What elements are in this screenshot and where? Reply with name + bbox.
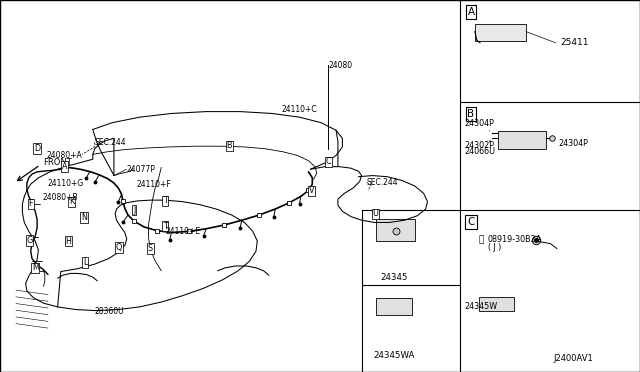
Text: 24304P: 24304P: [464, 119, 494, 128]
Bar: [498, 131, 546, 149]
Text: Q: Q: [116, 243, 122, 252]
Text: 24080+A: 24080+A: [46, 151, 82, 160]
Text: C: C: [326, 157, 331, 166]
Text: ( J ): ( J ): [488, 243, 502, 252]
Text: 24304P: 24304P: [558, 139, 588, 148]
Text: 28360U: 28360U: [95, 307, 124, 316]
Text: G: G: [26, 236, 33, 245]
Text: F: F: [28, 199, 33, 208]
Text: 25411: 25411: [560, 38, 589, 47]
Text: 08919-30B2A: 08919-30B2A: [488, 235, 542, 244]
Text: J: J: [133, 206, 136, 215]
Bar: [479, 297, 514, 311]
Text: SEC.244: SEC.244: [367, 178, 398, 187]
Text: D: D: [34, 144, 40, 153]
Text: 24345W: 24345W: [464, 302, 497, 311]
Text: 24080: 24080: [328, 61, 353, 70]
Text: T: T: [163, 196, 168, 205]
Text: T: T: [163, 222, 168, 231]
Bar: [376, 219, 415, 241]
Text: J2400AV1: J2400AV1: [554, 355, 593, 363]
Text: 24080+B: 24080+B: [42, 193, 78, 202]
Bar: [376, 298, 412, 315]
Text: M: M: [32, 263, 38, 272]
Text: 24110+E: 24110+E: [165, 227, 200, 236]
Text: U: U: [372, 209, 379, 218]
Bar: [475, 24, 526, 41]
Text: C: C: [467, 217, 475, 227]
Text: B: B: [227, 141, 232, 150]
Text: N: N: [81, 213, 87, 222]
Text: K: K: [69, 198, 74, 206]
Text: 24077P: 24077P: [126, 165, 155, 174]
Text: 24110+F: 24110+F: [137, 180, 172, 189]
Text: B: B: [467, 109, 475, 119]
Text: 24302P: 24302P: [464, 141, 494, 150]
Text: 24110+C: 24110+C: [282, 105, 317, 114]
Text: FRONT: FRONT: [43, 158, 72, 167]
Text: H: H: [65, 237, 72, 246]
Text: S: S: [148, 244, 153, 253]
Text: 24110+G: 24110+G: [48, 179, 84, 188]
Text: 24345: 24345: [381, 273, 408, 282]
Text: 24066U: 24066U: [464, 147, 495, 156]
Text: L: L: [83, 258, 87, 267]
Text: Ⓑ: Ⓑ: [478, 235, 483, 244]
Text: V: V: [309, 186, 314, 195]
Text: 24345WA: 24345WA: [373, 351, 415, 360]
Text: SEC.244: SEC.244: [95, 138, 126, 147]
Text: A: A: [467, 7, 475, 17]
Text: A: A: [62, 162, 67, 171]
